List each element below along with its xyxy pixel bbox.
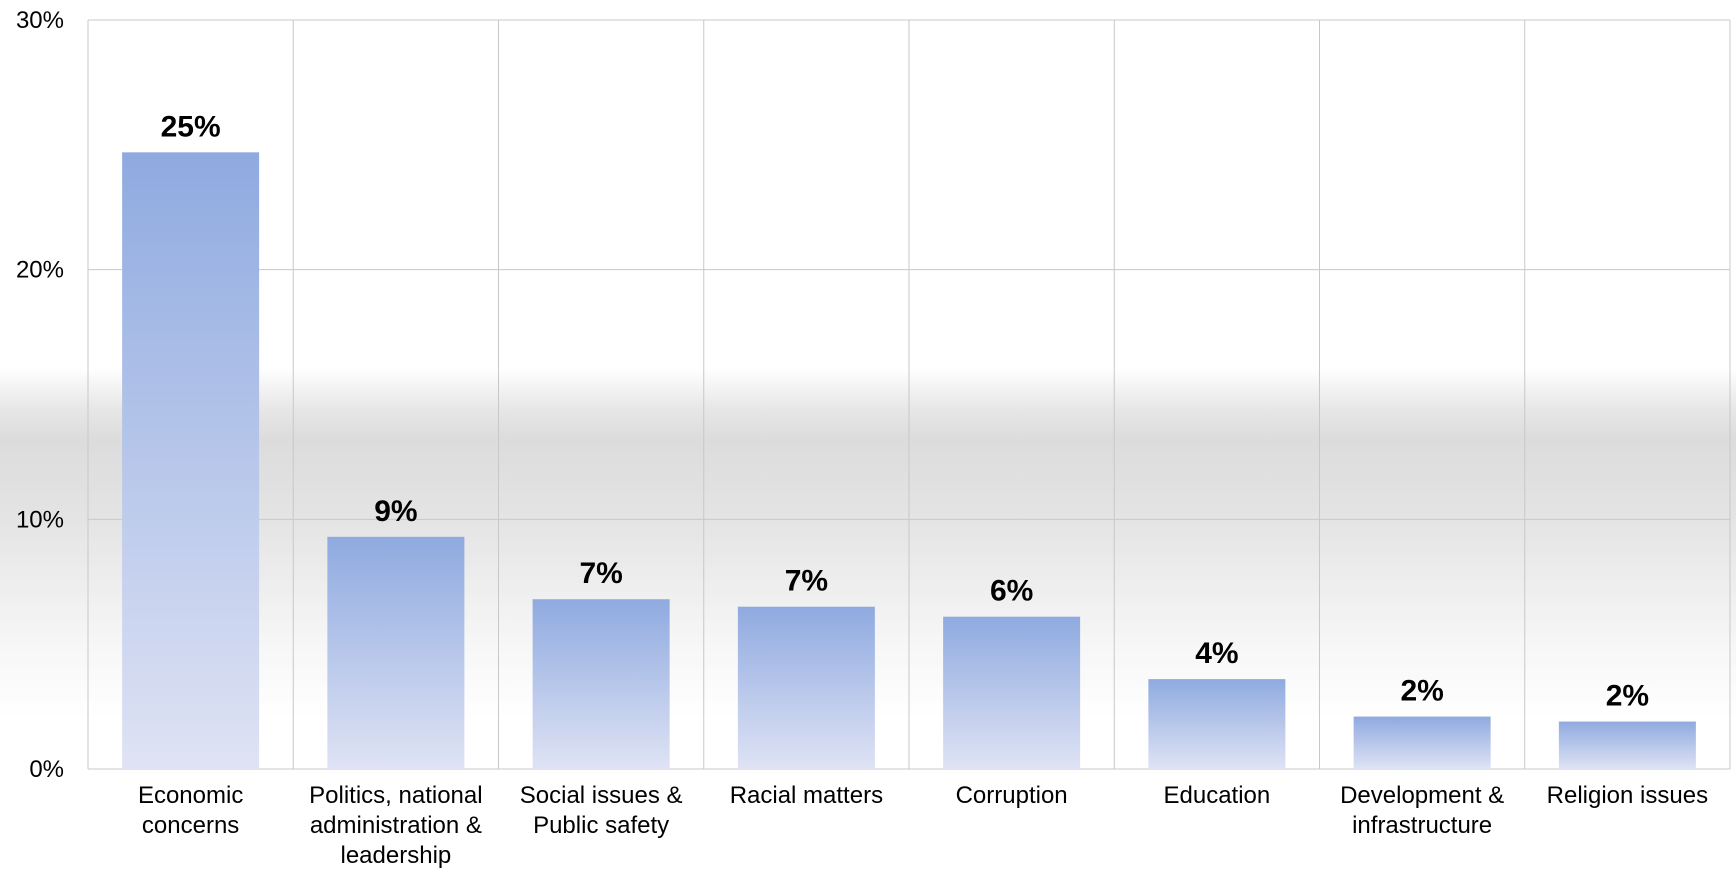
data-label: 7% <box>579 557 622 590</box>
data-label: 2% <box>1606 680 1649 713</box>
bar <box>1353 716 1491 769</box>
y-tick-label: 0% <box>29 756 64 783</box>
x-axis: Economic concerns Politics, national admini… <box>138 782 1708 869</box>
bar <box>737 606 875 769</box>
bar <box>122 152 260 769</box>
x-tick-label: Education <box>1164 782 1271 809</box>
data-label: 25% <box>161 110 221 143</box>
x-tick-label: Politics, national administration & leader… <box>309 782 482 869</box>
data-label: 7% <box>785 565 828 598</box>
data-labels: 25% 9% 7% 7% 6% 4% 2% 2% <box>161 110 1649 712</box>
bar <box>1148 679 1286 769</box>
y-axis: 0% 10% 20% 30% <box>16 7 64 783</box>
bar <box>327 536 465 769</box>
x-tick-label: Racial matters <box>730 782 883 809</box>
bar <box>943 616 1081 769</box>
data-label: 6% <box>990 575 1033 608</box>
data-label: 4% <box>1195 637 1238 670</box>
x-tick-label: Economic concerns <box>138 782 243 839</box>
x-tick-label: Social issues & Public safety <box>520 782 683 839</box>
bar <box>1558 721 1696 769</box>
y-tick-label: 20% <box>16 257 64 284</box>
x-tick-label: Religion issues <box>1547 782 1708 809</box>
y-tick-label: 30% <box>16 7 64 34</box>
y-tick-label: 10% <box>16 506 64 533</box>
data-label: 2% <box>1400 675 1443 708</box>
bars <box>122 152 1696 769</box>
data-label: 9% <box>374 495 417 528</box>
gridlines <box>87 19 1731 770</box>
x-tick-label: Development & infrastructure <box>1340 782 1504 839</box>
bar <box>532 599 670 769</box>
x-tick-label: Corruption <box>956 782 1068 809</box>
